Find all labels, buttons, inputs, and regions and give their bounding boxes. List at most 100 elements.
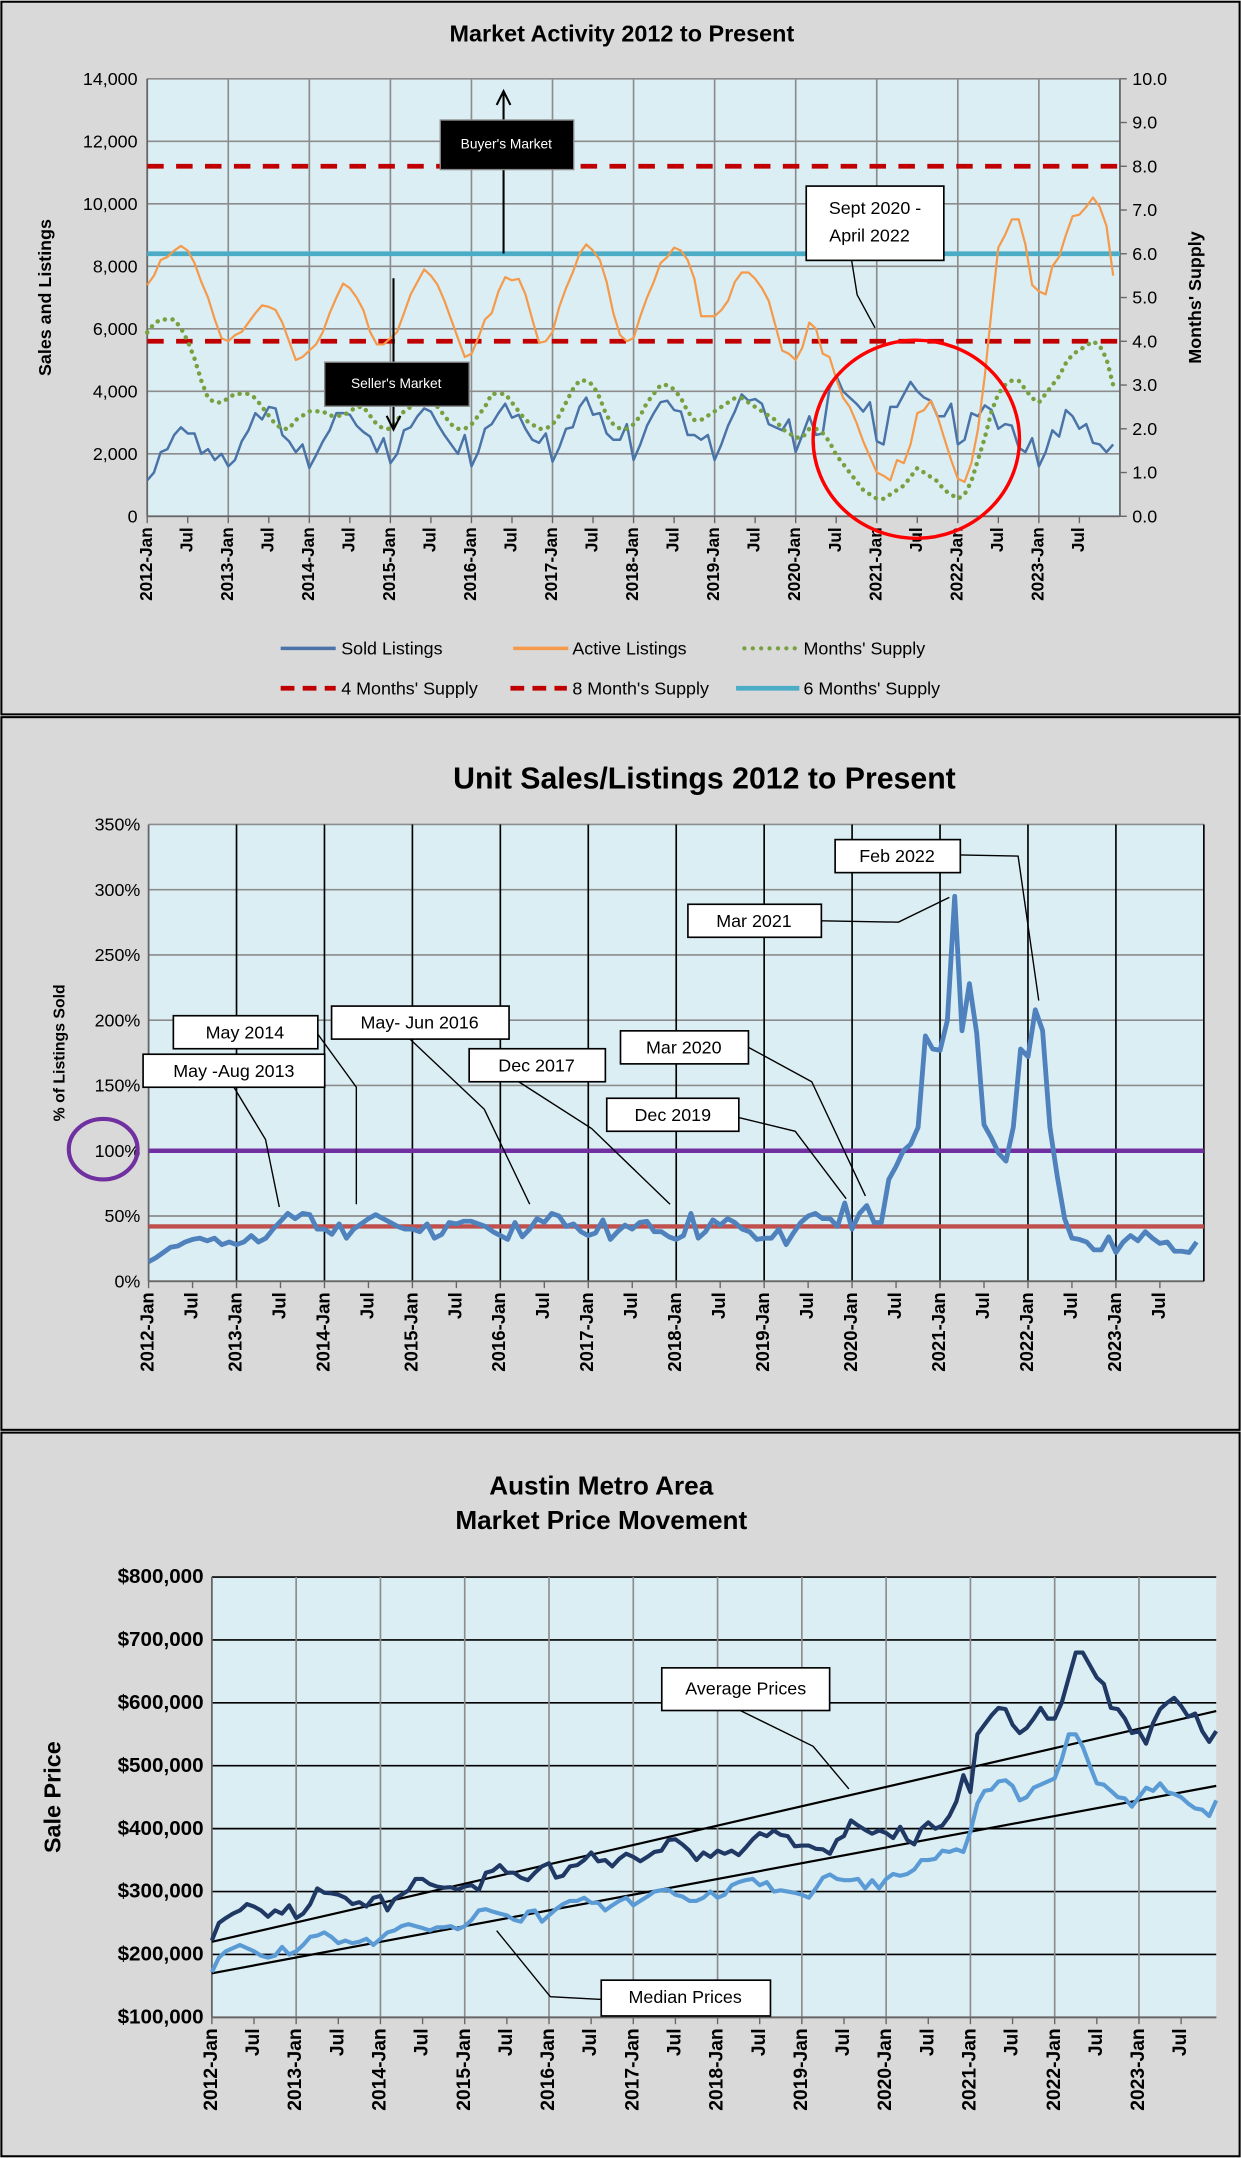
annotation-text: May- Jun 2016: [361, 1013, 479, 1033]
x-tick-label: Jul: [496, 2028, 517, 2056]
y-tick-label: 0%: [114, 1271, 140, 1291]
x-tick-label: Jul: [884, 1292, 905, 1319]
highlight-circle-100-percent: [66, 1116, 140, 1182]
annotation-may-aug-2013: May -Aug 2013: [142, 1053, 326, 1208]
annotation-box: [834, 838, 962, 874]
leader-line: [496, 1930, 602, 2001]
annotation-box: [468, 1047, 607, 1083]
legend-label: 6 Months' Supply: [803, 678, 940, 698]
y-tick-label: $700,000: [118, 1628, 204, 1651]
series-line-average-prices: [209, 1650, 1218, 1942]
x-tick-label: 2012-Jan: [201, 2028, 222, 2110]
legend-label: Months' Supply: [803, 638, 925, 658]
x-tick-label: 2017-Jan: [576, 1292, 597, 1371]
annotations-unit-sales: May 2014 May -Aug 2013 May- Jun 2016 Dec…: [142, 838, 1040, 1208]
y-tick-label: 8,000: [93, 256, 138, 276]
x-tick-label: 2023-Jan: [1128, 2028, 1149, 2110]
legend: Sold Listings Active Listings Months' Su…: [280, 638, 940, 698]
legend-item-6-months-supply: 6 Months' Supply: [736, 678, 940, 698]
y-tick-label: 300%: [95, 880, 141, 900]
annotation-text: Dec 2017: [498, 1055, 575, 1075]
y2-axis-label: Months' Supply: [1185, 231, 1205, 363]
y-tick-label: 100%: [95, 1141, 141, 1161]
x-tick-label: 2015-Jan: [454, 2028, 475, 2110]
annotation-dec-2019: Dec 2019: [605, 1097, 847, 1200]
x-tick-label: Jul: [1170, 2028, 1191, 2056]
annotation-box: [330, 1005, 510, 1040]
x-tick-label: 2019-Jan: [703, 527, 723, 601]
x-tick-label: Jul: [1068, 527, 1088, 552]
y2-tick-label: 6.0: [1132, 244, 1157, 264]
y-tick-label: $200,000: [118, 1943, 204, 1966]
y-tick-label: 6,000: [93, 319, 138, 339]
leader-line: [748, 1046, 867, 1197]
annotation-text: Mar 2021: [716, 911, 792, 931]
x-tick-label: 2021-Jan: [865, 527, 885, 601]
y-tick-label: $100,000: [118, 2006, 204, 2029]
x-tick-label: 2012-Jan: [136, 527, 156, 601]
x-tick-label: 2016-Jan: [538, 2028, 559, 2110]
annotation-feb-2022: Feb 2022: [834, 838, 1040, 1001]
x-tick-label: 2018-Jan: [664, 1292, 685, 1371]
x-tick-label: Jul: [1086, 2028, 1107, 2056]
annotation-average-prices: Average Prices: [660, 1667, 850, 1790]
x-tick-label: Jul: [833, 2028, 854, 2056]
annotation-box: [619, 1030, 750, 1065]
x-tick-label: Jul: [987, 527, 1007, 552]
x-tick-label: 2012-Jan: [136, 1292, 157, 1371]
x-tick-label: Jul: [796, 1292, 817, 1319]
x-tick-label: 2021-Jan: [928, 1292, 949, 1371]
y2-tick-label: 5.0: [1132, 288, 1157, 308]
y2-tick-label: 1.0: [1132, 463, 1157, 483]
y-tick-label: 150%: [95, 1076, 141, 1096]
y-tick-label: $400,000: [118, 1817, 204, 1840]
series-line-median-prices: [210, 1732, 1219, 1973]
highlight-circle: [811, 338, 1022, 541]
annotation-text: Buyer's Market: [461, 136, 552, 151]
chart-title-line-2: Market Price Movement: [455, 1505, 747, 1535]
legend-item-sold-listings: Sold Listings: [280, 638, 443, 658]
series-line-sold-listings: [146, 374, 1115, 482]
annotation-may-2014: May 2014: [172, 1014, 358, 1205]
x-tick-label: Jul: [1060, 1292, 1081, 1319]
x-tick-label: Jul: [708, 1292, 729, 1319]
y-axis-label: % of Listings Sold: [52, 984, 69, 1121]
annotation-mar-2021: Mar 2021: [687, 896, 950, 939]
leader-line: [739, 1709, 850, 1790]
y-tick-label: 10,000: [83, 194, 138, 214]
y2-tick-label: 9.0: [1132, 113, 1157, 133]
y2-tick-label: 0.0: [1132, 506, 1157, 526]
x-tick-label: Jul: [580, 2028, 601, 2056]
x-tick-label: Jul: [1002, 2028, 1023, 2056]
x-tick-label: Jul: [243, 2028, 264, 2056]
y-axis-label: Sale Price: [40, 1741, 66, 1853]
legend-label: Sold Listings: [341, 638, 442, 658]
x-tick-label: Jul: [419, 527, 439, 552]
x-tick-label: Jul: [744, 527, 764, 552]
x-tick-label: Jul: [1148, 1292, 1169, 1319]
y-tick-label: $600,000: [118, 1691, 204, 1714]
x-tick-label: 2020-Jan: [840, 1292, 861, 1371]
x-tick-label: 2014-Jan: [312, 1292, 333, 1371]
x-tick-label: Jul: [327, 2028, 348, 2056]
x-tick-label: 2014-Jan: [298, 527, 318, 601]
x-tick-label: 2019-Jan: [791, 2028, 812, 2110]
series-line-months-supply: [145, 317, 1116, 502]
y2-tick-label: 2.0: [1132, 419, 1157, 439]
chart-title: Market Activity 2012 to Present: [450, 21, 795, 47]
legend-label: 8 Month's Supply: [572, 678, 709, 698]
annotation-box: [600, 1979, 772, 2017]
annotation-box: [660, 1667, 831, 1712]
annotation-text: Mar 2020: [646, 1037, 722, 1057]
x-tick-label: Jul: [620, 1292, 641, 1319]
plot-area-market-activity: 0 2,000 4,000 6,000 8,000 10,000 12,000 14,000 0…: [83, 69, 1167, 601]
y-tick-label: 14,000: [83, 69, 138, 89]
y-tick-label: $300,000: [118, 1880, 204, 1903]
series-line--of-listings-sold: [147, 893, 1199, 1264]
y-tick-label: 12,000: [83, 131, 138, 151]
leader-line: [821, 896, 950, 923]
annotation-median-prices: Median Prices: [496, 1930, 772, 2017]
x-tick-label: 2013-Jan: [224, 1292, 245, 1371]
annotation-text-line-1: Sept 2020 -: [829, 198, 921, 218]
